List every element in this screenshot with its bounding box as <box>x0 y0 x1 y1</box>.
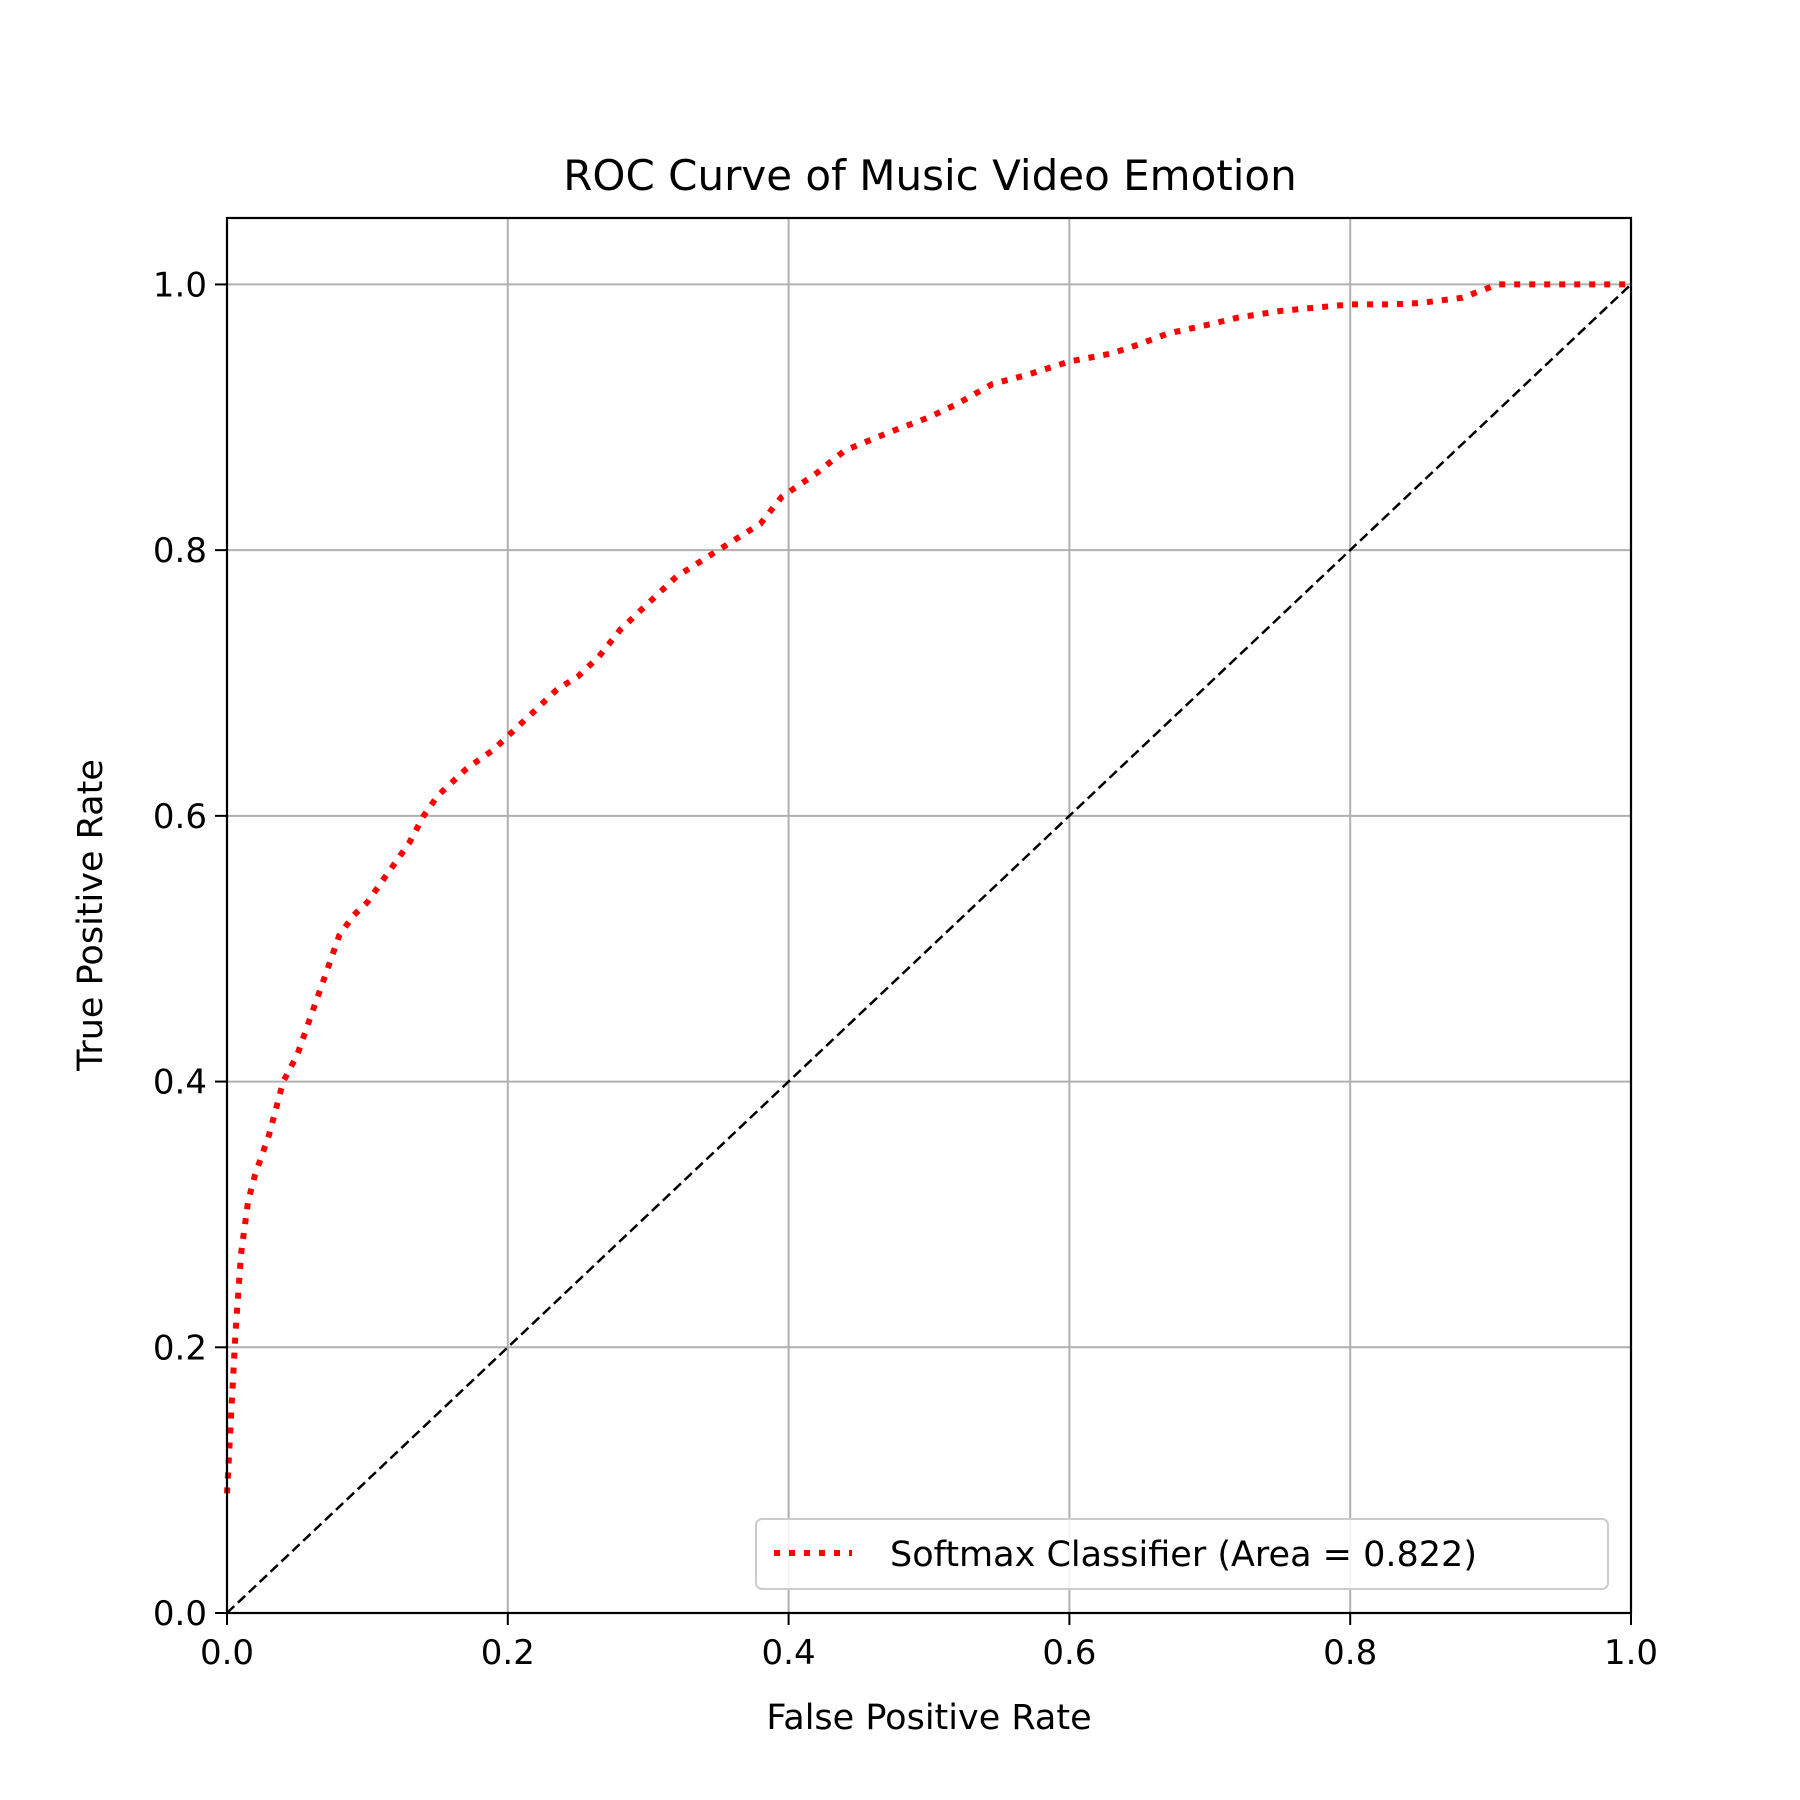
y-tick-label: 0.8 <box>153 531 207 571</box>
y-tick-label: 0.0 <box>153 1594 207 1634</box>
x-tick-label: 1.0 <box>1604 1633 1658 1673</box>
y-tick-label: 0.6 <box>153 797 207 837</box>
roc-curve-series-line <box>224 281 1631 1494</box>
legend-box <box>755 1518 1609 1590</box>
chance-diagonal-line <box>226 283 1632 1614</box>
chart-title: ROC Curve of Music Video Emotion <box>563 151 1296 200</box>
y-tick-label: 1.0 <box>153 265 207 305</box>
plot-area-frame <box>225 216 1633 1615</box>
grid-lines <box>226 218 1632 1614</box>
legend: Softmax Classifier (Area = 0.822) <box>755 1518 1609 1590</box>
x-tick-label: 0.4 <box>762 1633 816 1673</box>
plot-series <box>224 281 1632 1614</box>
y-tick-label: 0.2 <box>153 1328 207 1368</box>
x-tick-label: 0.8 <box>1323 1633 1377 1673</box>
x-tick-label: 0.0 <box>200 1633 254 1673</box>
legend-entry-label: Softmax Classifier (Area = 0.822) <box>890 1535 1477 1575</box>
y-axis-label: True Positive Rate <box>71 759 111 1072</box>
x-tick-label: 0.6 <box>1042 1633 1096 1673</box>
x-axis-label: False Positive Rate <box>766 1698 1091 1738</box>
x-tick-label: 0.2 <box>481 1633 535 1673</box>
y-tick-label: 0.4 <box>153 1063 207 1103</box>
axis-ticks: 0.0 0.2 0.4 0.6 0.8 1.0 0.0 0.2 0.4 0.6 0.8 1.0 <box>153 265 1658 1673</box>
